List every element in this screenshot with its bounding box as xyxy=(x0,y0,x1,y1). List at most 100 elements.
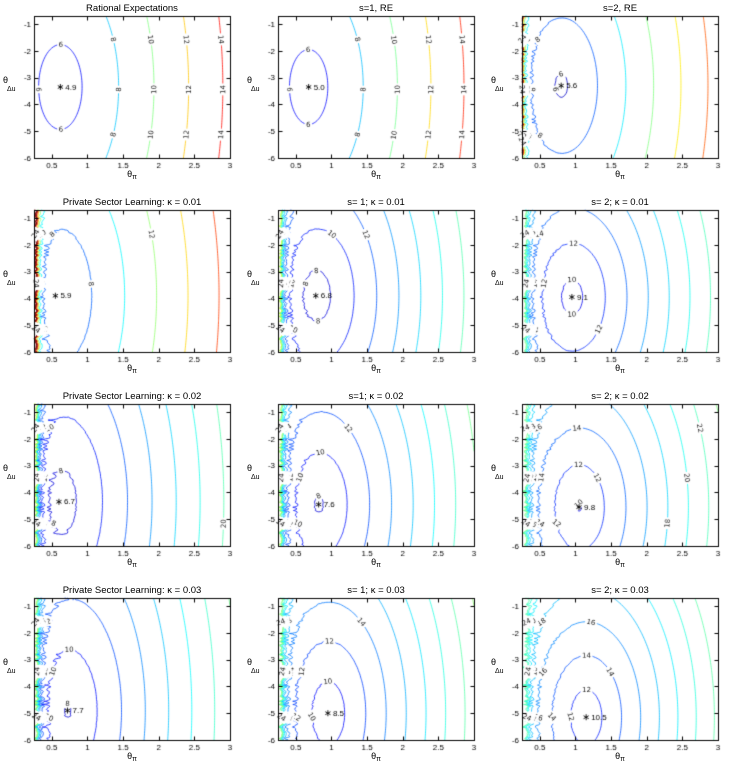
subplot-2: s=2, RE θ Δu θπ xyxy=(488,0,732,194)
y-axis-label-sub: Δu xyxy=(251,280,260,287)
contour-canvas xyxy=(0,582,244,776)
x-axis-label: θπ xyxy=(278,363,474,375)
subplot-8: s= 2; κ = 0.02 θ Δu θπ xyxy=(488,388,732,582)
y-axis-label-sub: Δu xyxy=(251,668,260,675)
x-axis-label-sub: π xyxy=(620,174,625,181)
x-axis-label: θπ xyxy=(522,169,718,181)
y-axis-label-base: θ xyxy=(491,463,497,473)
x-axis-label: θπ xyxy=(278,751,474,763)
x-axis-label-sub: π xyxy=(376,756,381,763)
contour-canvas xyxy=(0,388,244,582)
y-axis-label: θ Δu xyxy=(491,464,504,482)
subplot-6: Private Sector Learning: κ = 0.02 θ Δu θπ xyxy=(0,388,244,582)
y-axis-label-base: θ xyxy=(247,75,253,85)
subplot-9: Private Sector Learning: κ = 0.03 θ Δu θπ xyxy=(0,582,244,776)
contour-canvas xyxy=(244,582,488,776)
contour-canvas xyxy=(244,0,488,194)
x-axis-label-sub: π xyxy=(132,756,137,763)
x-axis-label: θπ xyxy=(34,751,230,763)
y-axis-label-base: θ xyxy=(3,75,9,85)
x-axis-label-sub: π xyxy=(132,368,137,375)
x-axis-label: θπ xyxy=(34,557,230,569)
subplot-title: s= 2; κ = 0.03 xyxy=(591,585,649,596)
y-axis-label-base: θ xyxy=(3,463,9,473)
subplot-title: s= 2; κ = 0.02 xyxy=(591,391,649,402)
x-axis-label-sub: π xyxy=(620,368,625,375)
x-axis-label-base: θ xyxy=(615,751,621,761)
x-axis-label-sub: π xyxy=(132,174,137,181)
y-axis-label-sub: Δu xyxy=(7,280,16,287)
y-axis-label-base: θ xyxy=(491,269,497,279)
subplot-title: s=1, RE xyxy=(358,3,394,14)
y-axis-label-sub: Δu xyxy=(495,668,504,675)
x-axis-label-sub: π xyxy=(620,756,625,763)
y-axis-label: θ Δu xyxy=(247,658,260,676)
x-axis-label: θπ xyxy=(34,363,230,375)
y-axis-label: θ Δu xyxy=(3,270,16,288)
contour-canvas xyxy=(488,194,732,388)
x-axis-label-base: θ xyxy=(615,363,621,373)
y-axis-label: θ Δu xyxy=(3,464,16,482)
subplot-title: s=1; κ = 0.02 xyxy=(348,391,404,402)
y-axis-label-base: θ xyxy=(3,269,9,279)
x-axis-label-base: θ xyxy=(127,169,133,179)
x-axis-label-base: θ xyxy=(615,169,621,179)
x-axis-label-sub: π xyxy=(620,562,625,569)
y-axis-label: θ Δu xyxy=(491,270,504,288)
y-axis-label: θ Δu xyxy=(3,658,16,676)
y-axis-label-base: θ xyxy=(491,75,497,85)
subplot-3: Private Sector Learning: κ = 0.01 θ Δu θπ xyxy=(0,194,244,388)
subplot-11: s= 2; κ = 0.03 θ Δu θπ xyxy=(488,582,732,776)
y-axis-label: θ Δu xyxy=(247,76,260,94)
subplot-0: Rational Expectations θ Δu θπ xyxy=(0,0,244,194)
y-axis-label-base: θ xyxy=(247,269,253,279)
contour-canvas xyxy=(0,0,244,194)
subplot-title: s=2, RE xyxy=(602,3,638,14)
x-axis-label: θπ xyxy=(522,751,718,763)
subplot-title: Private Sector Learning: κ = 0.01 xyxy=(62,197,202,208)
x-axis-label-base: θ xyxy=(371,557,377,567)
x-axis-label-sub: π xyxy=(376,368,381,375)
subplot-1: s=1, RE θ Δu θπ xyxy=(244,0,488,194)
x-axis-label: θπ xyxy=(278,557,474,569)
x-axis-label-sub: π xyxy=(376,174,381,181)
subplot-title: Rational Expectations xyxy=(86,3,178,14)
x-axis-label-base: θ xyxy=(615,557,621,567)
subplot-4: s= 1; κ = 0.01 θ Δu θπ xyxy=(244,194,488,388)
y-axis-label-base: θ xyxy=(491,657,497,667)
subplot-title: s= 2; κ = 0.01 xyxy=(591,197,649,208)
x-axis-label-sub: π xyxy=(132,562,137,569)
x-axis-label-base: θ xyxy=(371,169,377,179)
contour-canvas xyxy=(0,194,244,388)
y-axis-label-sub: Δu xyxy=(495,474,504,481)
y-axis-label-sub: Δu xyxy=(7,668,16,675)
x-axis-label: θπ xyxy=(522,557,718,569)
y-axis-label: θ Δu xyxy=(491,658,504,676)
y-axis-label: θ Δu xyxy=(247,464,260,482)
x-axis-label-base: θ xyxy=(127,557,133,567)
y-axis-label-base: θ xyxy=(247,463,253,473)
x-axis-label-sub: π xyxy=(376,562,381,569)
y-axis-label-sub: Δu xyxy=(251,86,260,93)
x-axis-label: θπ xyxy=(34,169,230,181)
x-axis-label-base: θ xyxy=(127,751,133,761)
subplot-5: s= 2; κ = 0.01 θ Δu θπ xyxy=(488,194,732,388)
subplot-title: Private Sector Learning: κ = 0.03 xyxy=(62,585,202,596)
y-axis-label: θ Δu xyxy=(491,76,504,94)
y-axis-label: θ Δu xyxy=(247,270,260,288)
y-axis-label-sub: Δu xyxy=(495,280,504,287)
x-axis-label-base: θ xyxy=(371,751,377,761)
subplot-title: Private Sector Learning: κ = 0.02 xyxy=(62,391,202,402)
y-axis-label: θ Δu xyxy=(3,76,16,94)
y-axis-label-base: θ xyxy=(247,657,253,667)
y-axis-label-sub: Δu xyxy=(495,86,504,93)
x-axis-label: θπ xyxy=(278,169,474,181)
subplot-10: s= 1; κ = 0.03 θ Δu θπ xyxy=(244,582,488,776)
contour-canvas xyxy=(488,582,732,776)
subplot-title: s= 1; κ = 0.01 xyxy=(347,197,405,208)
subplot-title: s= 1; κ = 0.03 xyxy=(347,585,405,596)
x-axis-label-base: θ xyxy=(127,363,133,373)
x-axis-label-base: θ xyxy=(371,363,377,373)
contour-canvas xyxy=(244,194,488,388)
